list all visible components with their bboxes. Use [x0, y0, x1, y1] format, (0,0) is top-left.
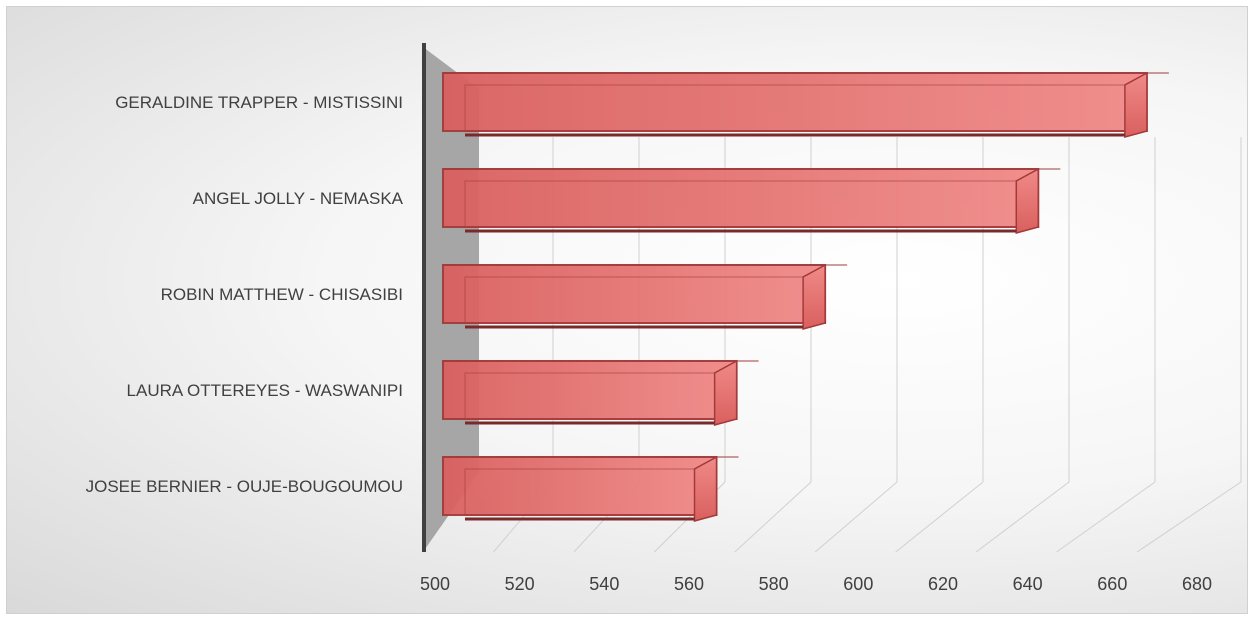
category-label: LAURA OTTEREYES - WASWANIPI: [127, 381, 403, 400]
bar: [442, 263, 848, 330]
bar-front-face: [442, 456, 718, 516]
bar-chart: GERALDINE TRAPPER - MISTISSINI ANGEL JOLL…: [86, 43, 1242, 594]
floor-gridline: [1056, 481, 1156, 553]
x-tick-label: 500: [420, 574, 450, 594]
x-tick-label: 540: [589, 574, 619, 594]
bar: [442, 71, 1169, 138]
category-label: ROBIN MATTHEW - CHISASIBI: [161, 285, 403, 304]
floor-gridline: [814, 481, 898, 553]
bar: [442, 167, 1061, 234]
x-tick-label: 560: [674, 574, 704, 594]
x-tick-label: 520: [505, 574, 535, 594]
bar-end-cap: [802, 263, 826, 330]
x-tick-label: 600: [843, 574, 873, 594]
bar-front-face: [442, 360, 738, 420]
floor-gridline: [1136, 481, 1242, 553]
bar-end-cap: [1124, 71, 1148, 138]
bar-front-face: [442, 168, 1040, 228]
category-label: ANGEL JOLLY - NEMASKA: [193, 189, 404, 208]
floor-gridline: [734, 481, 812, 553]
bar: [442, 359, 759, 426]
bar-front-face: [442, 72, 1148, 132]
bar-end-cap: [713, 359, 738, 426]
bar: [442, 455, 739, 522]
x-tick-label: 660: [1097, 574, 1127, 594]
category-label: GERALDINE TRAPPER - MISTISSINI: [115, 93, 403, 112]
bar-end-cap: [693, 455, 718, 522]
x-tick-label: 680: [1182, 574, 1212, 594]
floor-gridline: [975, 481, 1070, 553]
bar-end-cap: [1015, 167, 1040, 234]
x-tick-label: 620: [928, 574, 958, 594]
category-label: JOSEE BERNIER - OUJE-BOUGOUMOU: [86, 477, 403, 496]
bar-front-face: [442, 264, 827, 324]
chart-area: GERALDINE TRAPPER - MISTISSINI ANGEL JOLL…: [6, 6, 1248, 614]
x-tick-label: 580: [759, 574, 789, 594]
x-tick-label: 640: [1013, 574, 1043, 594]
floor-gridline: [895, 481, 984, 553]
